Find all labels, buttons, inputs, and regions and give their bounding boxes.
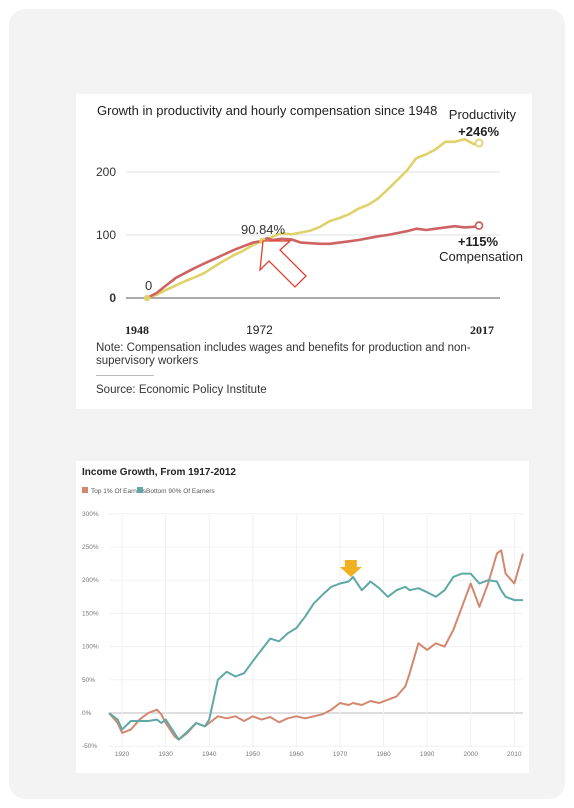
y-tick-label: 250% (82, 544, 99, 551)
note-divider (96, 375, 154, 376)
compensation-end-marker (474, 221, 484, 230)
income-growth-chart-card: Income Growth, From 1917-2012 Top 1% Of … (76, 461, 529, 773)
productivity-line (146, 137, 480, 300)
x-tick-label: 2000 (463, 751, 478, 758)
arrow-annotation (259, 240, 307, 288)
start-point (143, 294, 151, 302)
top1-line (108, 549, 524, 741)
y-tick-label: 100 (96, 228, 116, 242)
x-tick-label: 1930 (158, 751, 173, 758)
page-background: Growth in productivity and hourly compen… (9, 9, 565, 799)
x-tick-label: 1970 (333, 751, 348, 758)
y-tick-label: 100% (82, 644, 99, 651)
x-tick-label: 1980 (376, 751, 391, 758)
x-tick-label: 1920 (115, 751, 130, 758)
legend-swatch-bottom90 (137, 487, 143, 493)
y-tick-label: 200% (82, 577, 99, 584)
legend-label-bottom90: Bottom 90% Of Earners (146, 488, 215, 495)
chart1-title: Growth in productivity and hourly compen… (97, 103, 437, 118)
x-tick-label: 1948 (125, 323, 149, 337)
y-tick-label: 200 (96, 165, 116, 179)
productivity-chart-card: Growth in productivity and hourly compen… (76, 94, 532, 409)
legend-swatch-top1 (82, 487, 88, 493)
compensation-change: +115% (458, 234, 499, 249)
x-tick-label: 2017 (470, 323, 494, 337)
y-tick-label: 0 (109, 291, 116, 305)
income-growth-chart: Income Growth, From 1917-2012 Top 1% Of … (82, 467, 524, 758)
x-tick-label: 1950 (246, 751, 261, 758)
y-tick-label: 300% (82, 511, 99, 518)
annotation-start: 0 (145, 278, 152, 293)
x-tick-label: 1972 (246, 323, 273, 337)
y-tick-label: 50% (82, 677, 95, 684)
productivity-chart: Growth in productivity and hourly compen… (96, 103, 523, 337)
productivity-label: Productivity (449, 107, 517, 122)
chart1-source: Source: Economic Policy Institute (96, 384, 267, 396)
productivity-end-marker (474, 138, 484, 148)
legend-label-top1: Top 1% Of Earners (91, 488, 147, 495)
bottom90-line (108, 572, 523, 741)
down-arrow-annotation (339, 560, 362, 577)
chart1-note: Note: Compensation includes wages and be… (96, 342, 471, 367)
x-tick-label: 1960 (289, 751, 304, 758)
y-tick-label: -50% (82, 743, 97, 750)
x-tick-label: 1940 (202, 751, 217, 758)
x-tick-label: 2010 (507, 751, 522, 758)
annotation-mid: 90.84% (241, 222, 286, 237)
y-tick-label: 0% (82, 710, 92, 717)
y-tick-label: 150% (82, 610, 99, 617)
productivity-change: +246% (458, 124, 499, 139)
compensation-line (146, 224, 480, 300)
x-tick-label: 1990 (420, 751, 435, 758)
chart2-title: Income Growth, From 1917-2012 (82, 467, 236, 478)
compensation-label: Compensation (439, 249, 523, 264)
